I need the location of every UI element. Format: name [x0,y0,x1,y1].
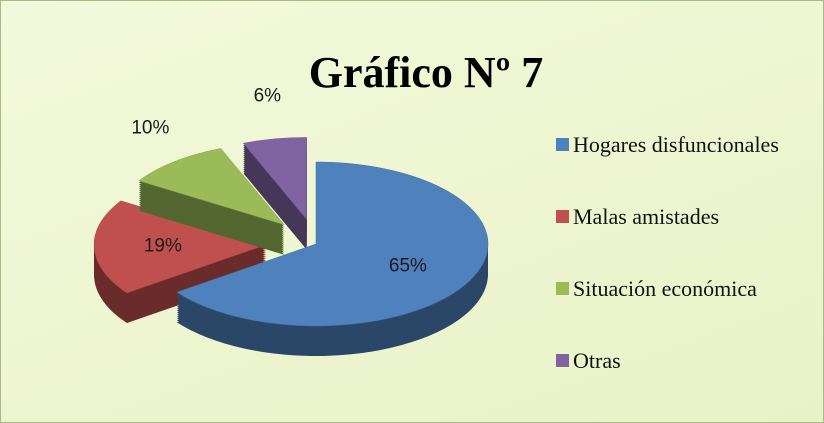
slice-group [138,148,285,255]
legend-swatch [556,138,569,151]
slice [93,200,267,294]
slice [242,137,307,221]
slice [176,161,489,327]
chart-title: Gráfico Nº 7 [309,48,543,97]
legend-label: Hogares disfuncionales [573,132,779,157]
data-label: 19% [144,235,182,256]
slice-group [242,137,307,250]
legend-label: Malas amistades [573,204,720,229]
legend-item: Otras [556,347,813,374]
data-label: 10% [131,117,169,138]
legend-label: Situación económica [573,276,757,301]
data-label: 65% [389,255,427,276]
legend-label: Otras [573,348,621,373]
slice-group [176,161,489,356]
legend-item: Malas amistades [556,203,813,230]
legend-swatch [556,282,569,295]
legend-item: Situación económica [556,275,813,302]
legend-swatch [556,210,569,223]
slice [138,148,285,226]
slice-group [93,200,267,323]
legend-swatch [556,354,569,367]
data-label: 6% [254,86,282,107]
legend-item: Hogares disfuncionales [556,131,813,158]
